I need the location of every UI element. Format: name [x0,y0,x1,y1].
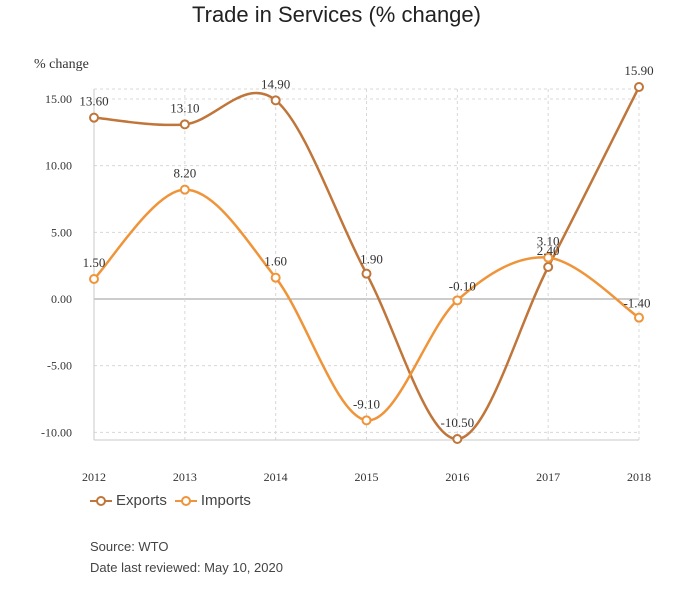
data-label-exports: 2.40 [537,243,560,258]
data-label-imports: 1.60 [264,254,287,269]
data-point-exports[interactable] [634,82,644,93]
legend-label-exports: Exports [116,492,167,509]
chart-title: Trade in Services (% change) [192,2,481,27]
data-label-imports: 3.10 [537,234,560,249]
x-tick-label: 2017 [536,470,560,484]
data-label-imports: -1.40 [623,296,650,311]
data-label-imports: -0.10 [449,278,476,293]
y-tick-label: 15.00 [45,92,72,106]
x-tick-label: 2013 [173,470,197,484]
data-label-exports: 13.10 [170,100,199,115]
y-tick-label: 10.00 [45,159,72,173]
data-label-imports: 8.20 [173,166,196,181]
data-point-imports[interactable] [270,272,281,283]
data-point-exports[interactable] [270,95,281,106]
legend-label-imports: Imports [200,492,251,509]
data-label-exports: 14.90 [261,76,290,91]
data-point-imports[interactable] [543,252,554,263]
legend-item-imports[interactable]: Imports [174,492,251,509]
data-label-exports: 1.90 [360,252,383,267]
data-point-imports[interactable] [179,184,190,195]
chart-legend: Exports Imports [90,492,259,509]
data-point-exports[interactable] [179,119,190,130]
last-reviewed-note: Date last reviewed: May 10, 2020 [90,560,283,575]
y-tick-label: 5.00 [51,225,72,239]
data-point-imports[interactable] [89,274,99,285]
data-point-exports[interactable] [543,262,554,273]
data-point-exports[interactable] [361,268,372,279]
data-label-exports: -10.50 [441,415,475,430]
data-label-exports: 15.90 [624,63,653,78]
x-tick-label: 2015 [355,470,379,484]
x-tick-label: 2016 [445,470,469,484]
data-label-exports: 13.60 [79,94,108,109]
data-label-imports: 1.50 [83,255,106,270]
legend-marker-exports [90,495,112,507]
legend-item-exports[interactable]: Exports [90,492,167,509]
y-tick-label: 0.00 [51,292,72,306]
x-tick-label: 2018 [627,470,651,484]
data-point-imports[interactable] [361,415,372,426]
legend-marker-imports [174,495,197,507]
x-tick-label: 2012 [82,470,106,484]
data-label-imports: -9.10 [353,396,380,411]
data-point-imports[interactable] [452,295,463,306]
data-point-imports[interactable] [634,312,644,323]
y-axis-label: % change [34,57,89,72]
source-note: Source: WTO [90,539,169,554]
y-tick-label: -10.00 [41,425,72,439]
y-tick-label: -5.00 [47,359,72,373]
data-point-exports[interactable] [89,112,99,123]
data-point-exports[interactable] [452,433,463,444]
x-tick-label: 2014 [264,470,288,484]
